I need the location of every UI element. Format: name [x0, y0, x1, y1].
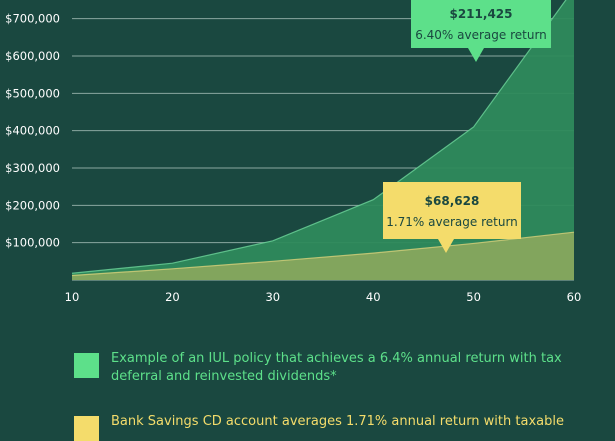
x-tick-label: 10	[65, 290, 80, 304]
y-tick-label: $200,000	[5, 198, 60, 212]
x-axis: 10 20 30 40 50 60	[65, 290, 582, 304]
x-tick-label: 30	[265, 290, 280, 304]
x-tick-label: 40	[366, 290, 381, 304]
y-tick-label: $300,000	[5, 161, 60, 175]
y-tick-label: $600,000	[5, 49, 60, 63]
y-tick-label: $100,000	[5, 236, 60, 250]
x-tick-label: 50	[466, 290, 481, 304]
growth-chart: $100,000 $200,000 $300,000 $400,000 $500,000…	[0, 0, 615, 320]
callout-box	[383, 182, 521, 239]
legend-text-cd: Bank Savings CD account averages 1.71% a…	[111, 413, 564, 431]
legend-swatch-cd	[74, 416, 99, 441]
y-tick-label: $700,000	[5, 12, 60, 26]
x-tick-label: 20	[165, 290, 180, 304]
callout-pointer	[468, 48, 484, 62]
callout-label: 6.40% average return	[415, 28, 547, 42]
y-tick-label: $400,000	[5, 124, 60, 138]
y-tick-label: $500,000	[5, 86, 60, 100]
legend-text-iul: Example of an IUL policy that achieves a…	[111, 350, 594, 386]
callout-value: $68,628	[425, 194, 480, 208]
callout-value: $211,425	[449, 7, 512, 21]
callout-label: 1.71% average return	[386, 215, 518, 229]
x-tick-label: 60	[567, 290, 582, 304]
legend-swatch-iul	[74, 353, 99, 378]
y-axis: $100,000 $200,000 $300,000 $400,000 $500,000…	[5, 12, 60, 250]
